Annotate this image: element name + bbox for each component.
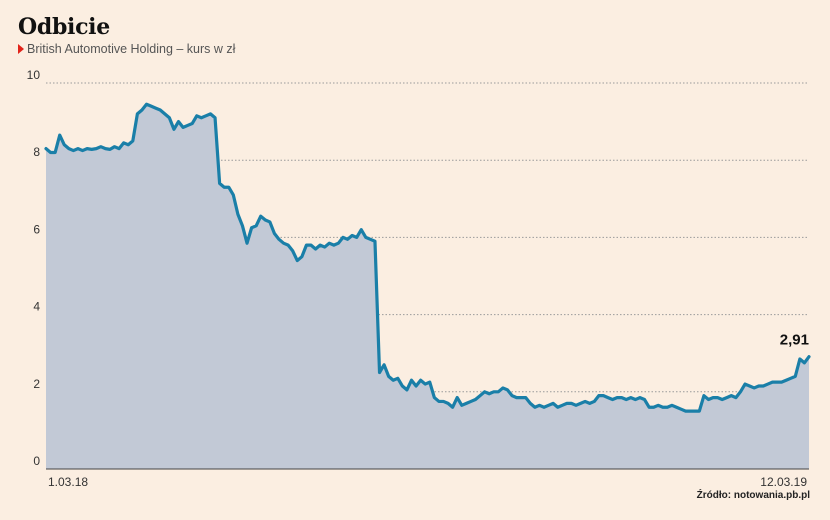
y-tick-label: 6 bbox=[33, 222, 40, 236]
y-tick-label: 4 bbox=[33, 300, 40, 314]
last-value-label: 2,91 bbox=[780, 332, 809, 349]
x-tick-label: 12.03.19 bbox=[760, 475, 807, 489]
chart-subtitle: British Automotive Holding – kurs w zł bbox=[18, 42, 235, 56]
y-tick-label: 0 bbox=[33, 454, 40, 468]
price-line bbox=[44, 102, 811, 413]
price-area-fill bbox=[46, 104, 809, 469]
source-note: Źródło: notowania.pb.pl bbox=[696, 490, 810, 501]
x-axis-ticks: 1.03.18 12.03.19 bbox=[48, 475, 807, 489]
x-tick-label: 1.03.18 bbox=[48, 475, 88, 489]
y-axis-ticks: 0 2 4 6 8 10 bbox=[27, 68, 41, 468]
y-tick-label: 10 bbox=[27, 68, 41, 82]
chart-subtitle-text: British Automotive Holding – kurs w zł bbox=[27, 42, 236, 56]
y-tick-label: 2 bbox=[33, 377, 40, 391]
chart-title: Odbicie bbox=[18, 14, 110, 40]
red-triangle-marker-icon bbox=[18, 44, 24, 54]
y-tick-label: 8 bbox=[33, 145, 40, 159]
